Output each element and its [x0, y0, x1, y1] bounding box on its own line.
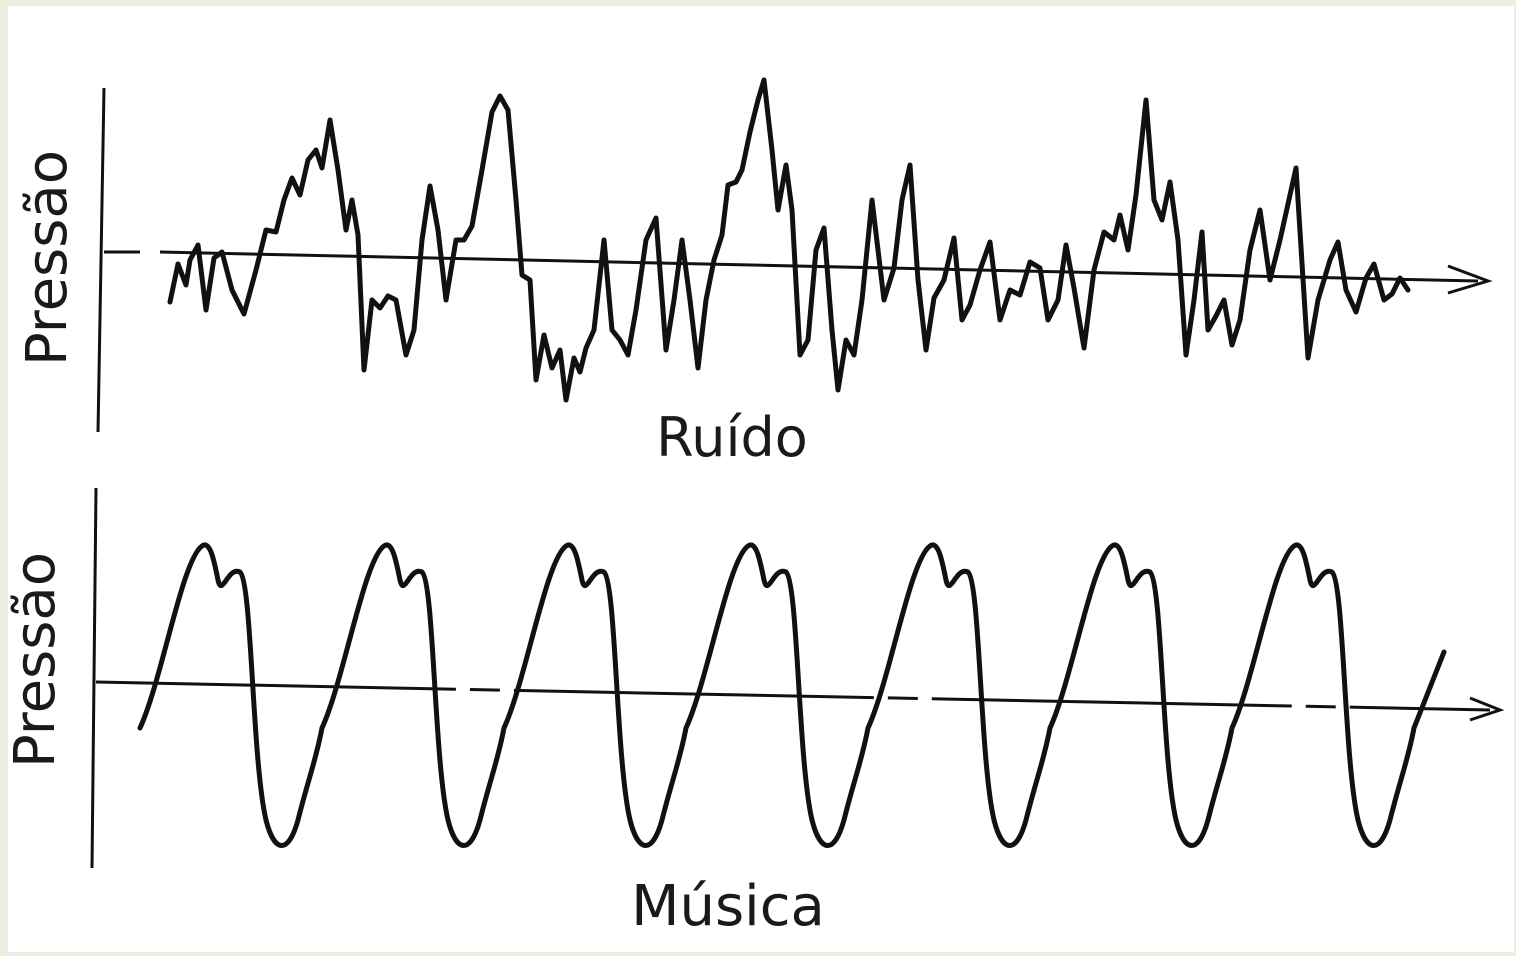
- noise-waveform: [167, 77, 1411, 403]
- music-time-axis: [95, 680, 1491, 712]
- music-y-label: Pressão: [3, 552, 68, 768]
- noise-panel: Pressão Ruído: [15, 77, 1493, 469]
- noise-pressure-axis: [96, 87, 106, 433]
- noise-y-label: Pressão: [15, 150, 80, 366]
- noise-caption: Ruído: [656, 406, 808, 469]
- music-caption: Música: [631, 874, 825, 939]
- noise-time-axis-arrow-icon: [1447, 264, 1493, 295]
- music-pressure-axis: [90, 487, 98, 869]
- sheet-background: [8, 6, 1514, 952]
- music-waveform: [137, 542, 1447, 848]
- music-panel: Pressão Música: [3, 487, 1505, 939]
- noise-time-axis: [159, 250, 1479, 283]
- music-time-axis-arrow-icon: [1469, 696, 1505, 722]
